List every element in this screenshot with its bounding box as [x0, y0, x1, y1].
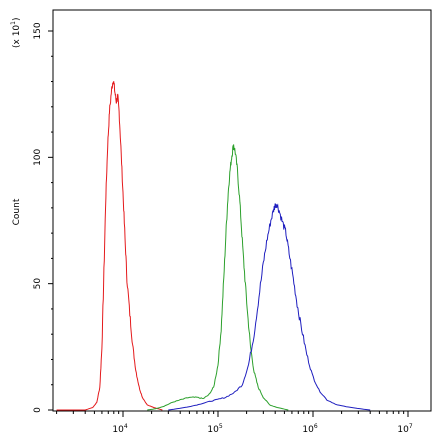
series-line-2 — [147, 144, 289, 411]
y-tick-label: 0 — [33, 407, 43, 413]
y-multiplier-label: (x 101) — [10, 18, 22, 49]
x-tick-label: 104 — [112, 423, 127, 435]
y-tick-label: 100 — [33, 148, 43, 165]
y-tick-label: 150 — [33, 22, 43, 39]
y-axis: 0 50 100 150 — [33, 22, 53, 413]
x-tick-label: 105 — [207, 423, 222, 435]
series-line-1 — [56, 81, 163, 411]
x-axis: 104 105 106 107 — [56, 411, 413, 435]
y-tick-label: 50 — [33, 278, 43, 290]
series-line-3 — [168, 203, 371, 411]
y-axis-title: Count — [12, 198, 22, 225]
plot-frame — [52, 9, 432, 412]
series-layer — [56, 81, 371, 411]
x-tick-label: 106 — [302, 423, 317, 435]
x-tick-label: 107 — [397, 423, 412, 435]
